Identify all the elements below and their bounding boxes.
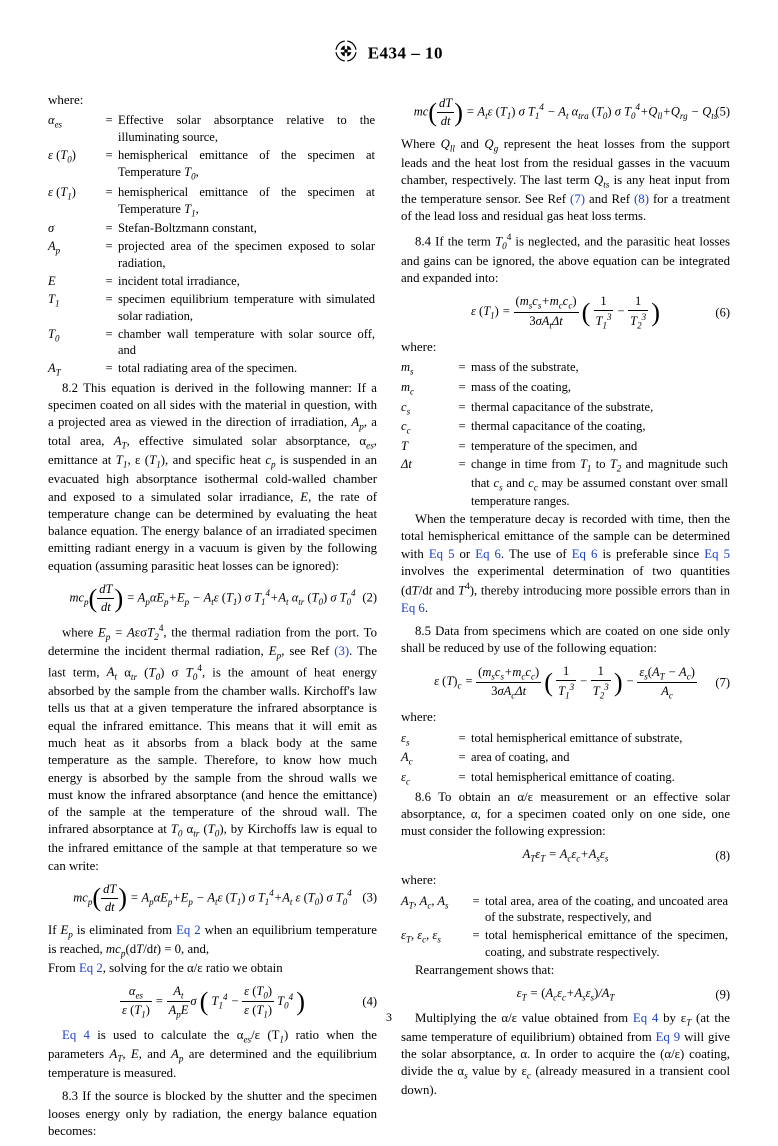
def-row: AT, Ac, As=total area, area of the coati… — [401, 893, 730, 928]
definition-list-4: AT, Ac, As=total area, area of the coati… — [401, 893, 730, 963]
def-row: σ=Stefan-Boltzmann constant, — [48, 220, 377, 238]
equation-8: ATεT = Acεc+Asεs (8) — [401, 846, 730, 865]
ref-link-8[interactable]: (8) — [634, 192, 649, 206]
equation-3: mcp(dTdt) = ApαEp+Ep − Atε (T1) σ T14+At… — [48, 881, 377, 916]
def-row: εT, εc, εs=total hemispherical emittance… — [401, 927, 730, 962]
def-row: αes=Effective solar absorptance relative… — [48, 112, 377, 147]
def-row: mc=mass of the coating, — [401, 379, 730, 399]
right-column: mc(dTdt) = Atε (T1) σ T14 − At αtra (T0)… — [401, 89, 730, 1146]
equation-6: ε (T1) = (mscs+mccc)3σAtΔt ( 1T13 − 1T23… — [401, 293, 730, 332]
designation: E434 – 10 — [368, 43, 443, 62]
document-header: E434 – 10 — [48, 40, 730, 69]
paragraph-8.3: 8.3 If the source is blocked by the shut… — [48, 1088, 377, 1140]
paragraph-8.2b: where Ep = AεσT24, the thermal radiation… — [48, 622, 377, 875]
ref-link-7[interactable]: (7) — [570, 192, 585, 206]
def-row: cs=thermal capacitance of the substrate, — [401, 399, 730, 419]
paragraph-after-defs2: When the temperature decay is recorded w… — [401, 511, 730, 617]
def-row: Ap=projected area of the specimen expose… — [48, 238, 377, 273]
equation-2: mcp(dTdt) = ApαEp+Ep − Atε (T1) σ T14+At… — [48, 581, 377, 616]
definition-list-3: εs=total hemispherical emittance of subs… — [401, 730, 730, 789]
def-row: cc=thermal capacitance of the coating, — [401, 418, 730, 438]
equation-5: mc(dTdt) = Atε (T1) σ T14 − At αtra (T0)… — [401, 95, 730, 130]
eq-ref-2[interactable]: Eq 2 — [79, 961, 103, 975]
paragraph-after-eq5: Where Qll and Qg represent the heat loss… — [401, 136, 730, 226]
definition-list-1: αes=Effective solar absorptance relative… — [48, 112, 377, 379]
eq-ref-5[interactable]: Eq 5 — [704, 547, 730, 561]
paragraph-8.6: 8.6 To obtain an α/ε measurement or an e… — [401, 789, 730, 841]
def-row: Δt=change in time from T1 to T2 and magn… — [401, 456, 730, 511]
where-label: where: — [48, 91, 377, 109]
astm-logo-icon — [335, 40, 357, 69]
paragraph-after-eq3: If Ep is eliminated from Eq 2 when an eq… — [48, 922, 377, 977]
definition-list-2: ms=mass of the substrate, mc=mass of the… — [401, 359, 730, 511]
paragraph-rearrangement: Rearrangement shows that: — [401, 962, 730, 979]
eq-number: (2) — [362, 590, 377, 607]
left-column: where: αes=Effective solar absorptance r… — [48, 89, 377, 1146]
eq-number: (8) — [715, 847, 730, 864]
page: E434 – 10 where: αes=Effective solar abs… — [0, 0, 778, 1041]
def-row: T=temperature of the specimen, and — [401, 438, 730, 456]
eq-number: (9) — [715, 986, 730, 1003]
eq-ref-6[interactable]: Eq 6 — [475, 547, 501, 561]
def-row: AT=total radiating area of the specimen. — [48, 360, 377, 380]
ref-link-3[interactable]: (3) — [334, 644, 349, 658]
eq-ref-4[interactable]: Eq 4 — [62, 1028, 90, 1042]
def-row: E=incident total irradiance, — [48, 273, 377, 291]
def-row: Ac=area of coating, and — [401, 749, 730, 769]
def-row: T0=chamber wall temperature with solar s… — [48, 326, 377, 361]
def-row: ε (T1)=hemispherical emittance of the sp… — [48, 184, 377, 221]
paragraph-eq4-desc: Eq 4 is used to calculate the αes/ε (T1)… — [48, 1027, 377, 1082]
where-label: where: — [401, 708, 730, 726]
eq-number: (6) — [715, 304, 730, 321]
content-columns: where: αes=Effective solar absorptance r… — [48, 89, 730, 1146]
where-label: where: — [401, 871, 730, 889]
where-label: where: — [401, 338, 730, 356]
eq-ref-6[interactable]: Eq 6 — [401, 601, 425, 615]
def-row: T1=specimen equilibrium temperature with… — [48, 291, 377, 326]
page-number: 3 — [0, 1009, 778, 1025]
equation-7: ε (T)c = (mscs+mccc)3σAcΔt ( 1T13 − 1T23… — [401, 663, 730, 702]
paragraph-8.4: 8.4 If the term T04 is neglected, and th… — [401, 231, 730, 287]
eq-number: (3) — [362, 890, 377, 907]
paragraph-8.2: 8.2 This equation is derived in the foll… — [48, 380, 377, 575]
eq-number: (7) — [715, 674, 730, 691]
eq-number: (5) — [715, 104, 730, 121]
def-row: ms=mass of the substrate, — [401, 359, 730, 379]
def-row: ε (T0)=hemispherical emittance of the sp… — [48, 147, 377, 184]
eq-ref-5[interactable]: Eq 5 — [429, 547, 455, 561]
def-row: εc=total hemispherical emittance of coat… — [401, 769, 730, 789]
def-row: εs=total hemispherical emittance of subs… — [401, 730, 730, 750]
equation-9: εT = (Acεc+Asεs)/AT (9) — [401, 985, 730, 1004]
eq-ref-9[interactable]: Eq 9 — [656, 1030, 681, 1044]
eq-ref-2[interactable]: Eq 2 — [176, 923, 201, 937]
eq-ref-6[interactable]: Eq 6 — [572, 547, 598, 561]
paragraph-8.5: 8.5 Data from specimens which are coated… — [401, 623, 730, 658]
